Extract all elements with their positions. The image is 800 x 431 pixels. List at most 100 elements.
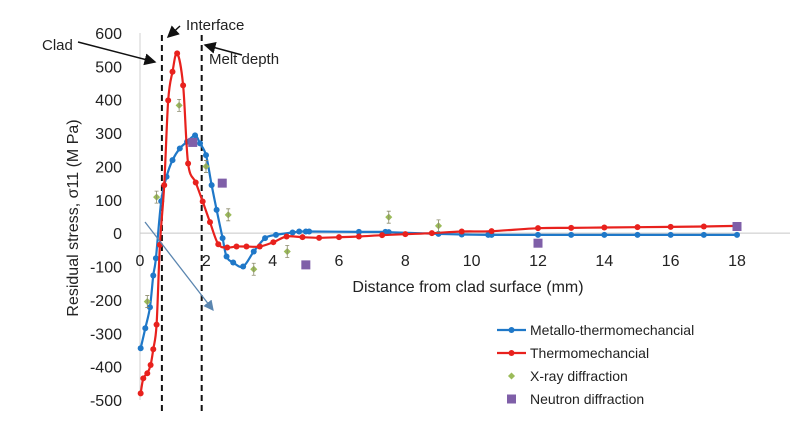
legend-marker: [507, 394, 516, 404]
x-tick-label: 2: [202, 253, 211, 270]
data-point: [601, 224, 608, 231]
legend-marker: [508, 327, 515, 333]
data-point: [185, 160, 192, 167]
data-point: [219, 235, 226, 242]
error-bar: [251, 262, 256, 276]
y-tick-label: -200: [90, 293, 122, 310]
data-point: [458, 228, 465, 235]
data-point: [215, 241, 222, 248]
legend: Metallo-thermomechancial Thermomechancial…: [497, 322, 694, 407]
y-tick-label: 600: [95, 26, 122, 43]
data-point: [634, 231, 641, 238]
data-point: [147, 361, 154, 368]
data-point: [233, 243, 240, 250]
data-point: [402, 231, 409, 238]
data-point: [355, 228, 362, 235]
data-point: [165, 97, 172, 104]
data-point: [535, 225, 541, 232]
legend-item: Thermomechancial: [497, 345, 649, 361]
data-point: [262, 235, 269, 242]
data-point: [732, 222, 742, 232]
data-point: [161, 182, 168, 189]
data-point: [316, 234, 323, 241]
melt-depth-label: Melt depth: [209, 51, 279, 68]
legend-label: Thermomechancial: [530, 345, 649, 361]
data-point: [140, 375, 147, 382]
y-tick-label: 0: [113, 226, 122, 243]
melt-depth-arrow: [203, 41, 243, 56]
data-point: [250, 248, 257, 255]
data-point: [240, 263, 247, 270]
y-tick-label: -400: [90, 360, 122, 377]
data-point: [283, 233, 290, 240]
error-bar: [145, 295, 150, 308]
clad-label: Clad: [42, 37, 73, 54]
legend-item: Neutron diffraction: [507, 391, 644, 407]
data-point: [299, 234, 306, 241]
data-point: [206, 219, 213, 226]
data-point: [169, 157, 176, 164]
legend-label: Neutron diffraction: [530, 391, 644, 407]
data-point: [224, 244, 231, 251]
data-point: [700, 223, 707, 230]
data-point: [223, 253, 230, 260]
data-point: [568, 224, 575, 231]
data-point: [301, 260, 311, 270]
y-tick-label: 500: [95, 59, 122, 76]
x-tick-label: 6: [335, 253, 344, 270]
data-point: [306, 228, 313, 235]
data-point: [230, 259, 237, 266]
data-point: [533, 238, 543, 248]
error-bar: [154, 190, 159, 204]
data-point: [197, 140, 204, 147]
series-thermomechancial: [137, 50, 740, 397]
legend-label: X-ray diffraction: [530, 368, 628, 384]
legend-marker: [508, 350, 515, 356]
y-tick-label: 100: [95, 193, 122, 210]
data-point: [188, 137, 198, 147]
interface-arrow: [166, 25, 181, 39]
y-axis-title: Residual stress, σ11 (M Pa): [65, 119, 82, 316]
data-point: [217, 178, 227, 188]
data-point: [137, 345, 144, 352]
legend-item: X-ray diffraction: [507, 368, 628, 384]
y-tick-label: 200: [95, 159, 122, 176]
data-point: [144, 370, 151, 377]
y-tick-label: 300: [95, 126, 122, 143]
data-point: [174, 50, 181, 57]
data-point: [667, 231, 674, 238]
data-point: [203, 152, 210, 159]
series-x-ray-diffraction: [143, 98, 443, 308]
data-point: [336, 234, 342, 241]
data-point: [208, 182, 215, 189]
y-tick-label: -500: [90, 393, 122, 410]
data-point: [150, 272, 157, 279]
interface-label: Interface: [186, 17, 244, 34]
error-bar: [386, 210, 391, 224]
data-point: [180, 82, 187, 89]
data-point: [270, 239, 277, 246]
data-point: [146, 304, 153, 311]
x-tick-label: 18: [728, 253, 746, 270]
data-point: [289, 229, 296, 236]
error-bar: [204, 160, 209, 173]
y-tick-label: 400: [95, 93, 122, 110]
data-point: [142, 325, 149, 332]
data-point: [296, 228, 303, 235]
legend-marker: [507, 372, 516, 380]
error-bar: [226, 208, 231, 222]
data-point: [176, 145, 183, 152]
data-point: [535, 231, 541, 238]
data-point: [150, 346, 157, 353]
data-point: [256, 243, 263, 250]
x-tick-label: 8: [401, 253, 410, 270]
data-point: [379, 232, 386, 239]
data-point: [700, 231, 707, 238]
error-bar: [436, 219, 441, 233]
data-point: [385, 229, 392, 236]
legend-item: Metallo-thermomechancial: [497, 322, 694, 338]
data-point: [137, 390, 144, 397]
x-tick-label: 10: [463, 253, 481, 270]
data-point: [667, 223, 674, 230]
x-tick-label: 14: [595, 253, 613, 270]
